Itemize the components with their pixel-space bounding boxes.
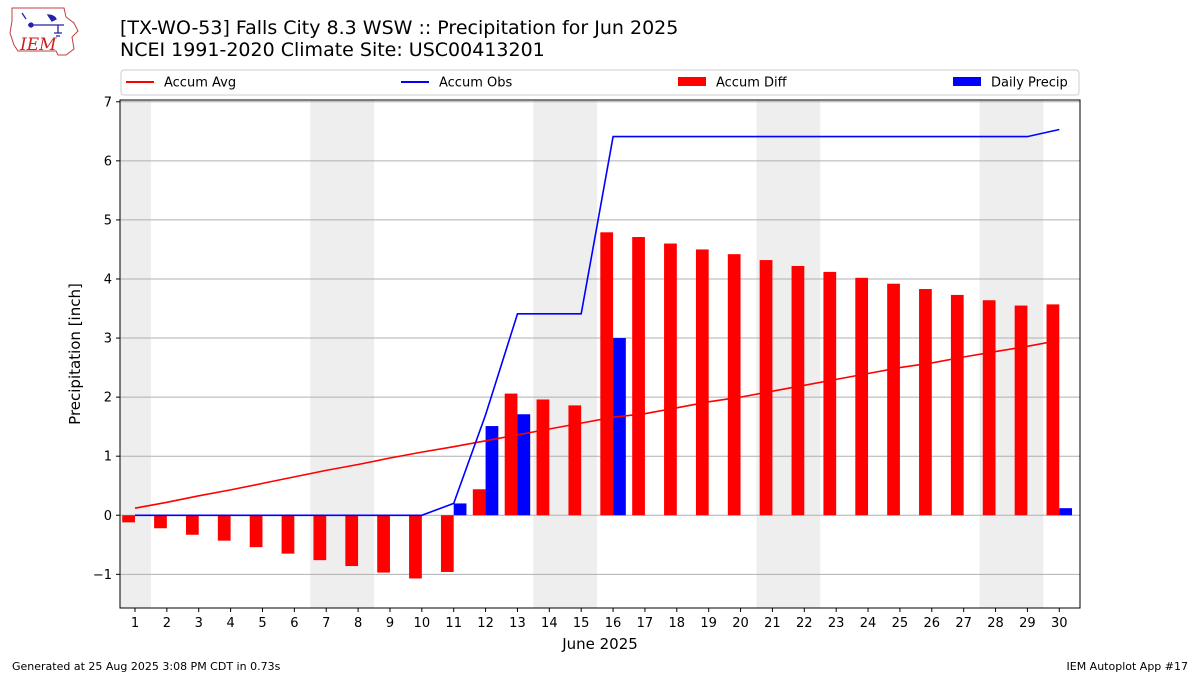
tick-label-x-23: 23 (828, 616, 845, 631)
legend-swatch-daily-precip (953, 77, 981, 86)
tick-label-x-30: 30 (1051, 616, 1068, 631)
accum-diff-bar-30 (1046, 304, 1060, 516)
daily-precip-bar-16 (613, 338, 626, 516)
accum-diff-bar-5 (249, 515, 263, 548)
daily-precip-bar-12 (485, 426, 499, 516)
tick-label-x-14: 14 (541, 616, 558, 631)
tick-label-x-18: 18 (669, 616, 686, 631)
accum-diff-bar-25 (887, 283, 900, 516)
chart-title: [TX-WO-53] Falls City 8.3 WSW :: Precipi… (120, 17, 679, 39)
tick-label-x-10: 10 (414, 616, 431, 631)
accum-diff-bar-17 (632, 237, 645, 516)
accum-diff-bar-4 (217, 515, 231, 541)
tick-label-x-27: 27 (955, 616, 972, 631)
chart-subtitle: NCEI 1991-2020 Climate Site: USC00413201 (120, 39, 545, 61)
tick-label-y-6: 6 (104, 154, 112, 169)
tick-label-x-29: 29 (1019, 616, 1036, 631)
accum-diff-bar-6 (281, 515, 295, 554)
tick-label-x-6: 6 (290, 616, 298, 631)
tick-label-y--1: −1 (93, 568, 112, 583)
tick-label-x-12: 12 (477, 616, 494, 631)
tick-label-x-5: 5 (258, 616, 266, 631)
accum-diff-bar-10 (409, 515, 422, 579)
accum-diff-bar-13 (504, 393, 518, 516)
x-axis-label: June 2025 (561, 635, 638, 653)
accum-diff-bar-8 (345, 515, 359, 567)
accum-diff-bar-22 (791, 265, 805, 516)
accum-diff-bar-19 (695, 249, 709, 516)
iem-logo: IEM (9, 7, 79, 56)
app-label: IEM Autoplot App #17 (1066, 660, 1189, 673)
y-axis-label: Precipitation [inch] (66, 283, 84, 425)
tick-label-x-4: 4 (226, 616, 234, 631)
tick-label-x-15: 15 (573, 616, 590, 631)
accum-diff-bar-7 (313, 515, 327, 561)
tick-label-y-2: 2 (104, 391, 112, 406)
accum-diff-bar-26 (919, 289, 932, 516)
accum-diff-bar-3 (185, 515, 199, 535)
weekend-shade-1 (120, 100, 151, 608)
tick-label-x-17: 17 (637, 616, 654, 631)
accum-diff-bar-16 (600, 232, 614, 516)
daily-precip-bar-30 (1059, 508, 1073, 516)
accum-diff-bar-29 (1014, 305, 1028, 516)
tick-label-y-5: 5 (104, 213, 112, 228)
plot-frame (119, 99, 1081, 609)
tick-label-x-21: 21 (764, 616, 781, 631)
tick-label-x-26: 26 (924, 616, 941, 631)
accum-diff-bar-12 (472, 489, 486, 516)
tick-label-x-20: 20 (732, 616, 749, 631)
tick-label-x-28: 28 (987, 616, 1004, 631)
daily-precip-bar-11 (453, 503, 467, 516)
tick-label-x-16: 16 (605, 616, 622, 631)
legend-label-accum-diff: Accum Diff (716, 76, 788, 91)
tick-label-y-3: 3 (104, 332, 112, 347)
tick-label-x-24: 24 (860, 616, 877, 631)
tick-label-x-3: 3 (195, 616, 203, 631)
accum-obs-line (135, 128, 1060, 517)
accum-diff-bar-1 (122, 515, 135, 523)
legend-label-accum-obs: Accum Obs (439, 76, 512, 91)
accum-diff-bar-23 (823, 271, 837, 516)
accum-avg-line (134, 339, 1060, 509)
accum-diff-bar-2 (154, 515, 167, 529)
tick-label-x-2: 2 (163, 616, 171, 631)
accum-diff-bar-28 (982, 300, 996, 516)
tick-label-x-9: 9 (386, 616, 394, 631)
tick-label-y-7: 7 (104, 95, 112, 110)
accum-diff-bar-18 (664, 243, 677, 516)
generated-timestamp: Generated at 25 Aug 2025 3:08 PM CDT in … (12, 660, 281, 673)
tick-label-x-19: 19 (700, 616, 717, 631)
tick-label-y-0: 0 (104, 509, 112, 524)
accum-diff-bar-20 (727, 254, 741, 516)
accum-diff-bar-15 (568, 405, 582, 516)
tick-label-x-1: 1 (131, 616, 139, 631)
legend-label-accum-avg: Accum Avg (164, 76, 236, 91)
weekend-shade-3 (533, 100, 598, 608)
legend-swatch-accum-diff (678, 77, 706, 86)
accum-diff-bar-14 (536, 399, 550, 516)
tick-label-x-7: 7 (322, 616, 330, 631)
tick-label-x-11: 11 (445, 616, 462, 631)
accum-diff-bar-11 (440, 515, 454, 572)
tick-label-y-1: 1 (104, 450, 112, 465)
tick-label-x-13: 13 (509, 616, 526, 631)
accum-diff-bar-27 (950, 294, 964, 516)
accum-diff-bar-21 (759, 260, 773, 516)
daily-precip-bar-13 (517, 414, 531, 516)
logo-text: IEM (19, 35, 57, 55)
tick-label-x-22: 22 (796, 616, 813, 631)
legend-label-daily-precip: Daily Precip (991, 76, 1068, 91)
legend: Accum Avg Accum Obs Accum Diff Daily Precip (120, 69, 1080, 96)
accum-diff-bar-9 (377, 515, 390, 573)
tick-label-x-25: 25 (892, 616, 909, 631)
tick-label-y-4: 4 (104, 272, 112, 287)
tick-label-x-8: 8 (354, 616, 362, 631)
accum-diff-bar-24 (855, 277, 869, 516)
